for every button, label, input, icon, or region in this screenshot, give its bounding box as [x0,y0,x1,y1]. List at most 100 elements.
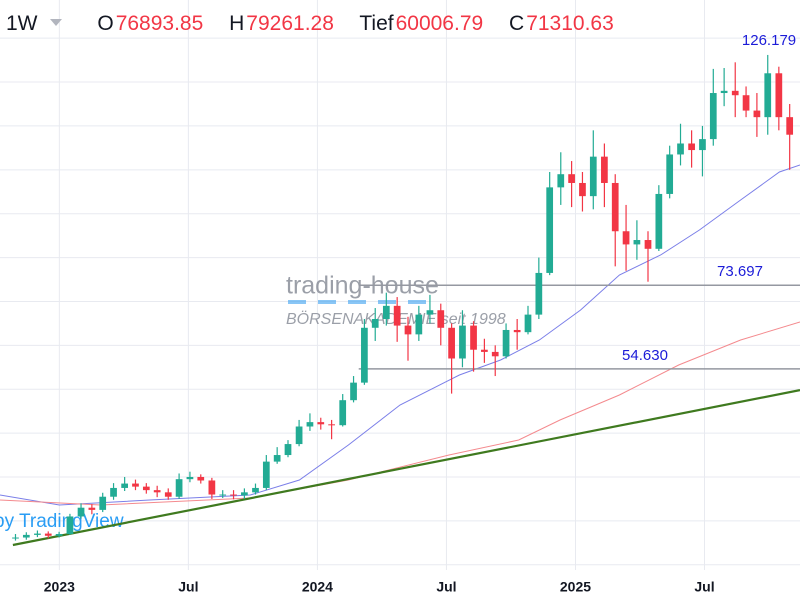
ohlc-header: 1W O76893.85 H79261.28 Tief60006.79 C713… [6,12,634,36]
x-tick-label: 2023 [44,579,75,595]
high-label: H [229,12,245,35]
candle-body [306,422,314,427]
candle-body [775,73,783,118]
close-value: 71310.63 [526,12,614,35]
candle-body [688,143,695,151]
candle-body [633,240,641,245]
candle-body [241,492,248,496]
candle-body [753,110,761,118]
candle-body [557,174,565,188]
candle-body [12,537,19,539]
peak-label: 126.179 [742,32,796,49]
candle-body [339,400,347,426]
candle-body [186,476,194,480]
candle-body [568,174,575,183]
attribution: by TradingView [0,511,124,532]
candle-body [470,325,477,350]
overlay-line [0,164,800,506]
candle-body [208,480,216,495]
candle-body [34,533,41,535]
candle-body [295,426,303,445]
candle-body [382,305,390,320]
candle-body [415,314,423,335]
candle-body [742,95,750,111]
watermark-dash [408,300,426,304]
candle-body [720,90,728,94]
candle-body [55,534,63,536]
candle-body [142,486,150,491]
candle-body [175,479,183,497]
candle-body [481,349,488,352]
candle-body [273,455,281,462]
watermark-dashes [288,300,426,304]
candle-body [622,231,630,245]
level-label: 54.630 [622,347,668,364]
x-tick-label: 2025 [560,579,591,595]
candle-body [121,483,129,488]
candle-body [513,329,521,333]
candle-body [655,193,663,249]
candle-body [22,534,30,538]
candle-body [66,516,74,535]
candle-body [262,461,270,488]
candle-body [699,139,706,151]
interval-caret[interactable] [49,19,62,27]
watermark-dash [318,300,336,304]
candle-body [437,310,445,328]
candle-body [404,325,412,335]
x-tick-label: Jul [436,579,456,595]
open-value: 76893.85 [115,12,204,35]
candle-body [44,533,52,536]
overlay-line [0,321,800,506]
x-tick-label: Jul [694,579,714,595]
candle-body [589,156,597,197]
candle-body [219,494,227,496]
candle-body [731,90,739,96]
candle-body [524,314,532,333]
candle-body [601,156,608,183]
candle-body [371,319,379,328]
x-tick-label: Jul [178,579,198,595]
candle-body [764,73,772,118]
candle-body [230,494,237,496]
overlay-line [12,389,800,547]
candle-body [426,310,434,315]
low-value: 60006.79 [395,12,484,35]
candle-body [110,487,117,497]
candle-body [546,187,554,273]
candle-body [502,329,510,357]
candle-body [579,182,586,197]
candle-body [328,424,335,426]
candle-body [393,305,401,326]
candle-body [164,492,172,497]
watermark-dash [288,300,306,304]
open-label: O [97,12,114,35]
candle-body [350,382,357,401]
candle-body [99,496,107,510]
high-value: 79261.28 [246,12,334,35]
candle-body [284,444,292,456]
low-label: Tief [359,12,394,35]
interval[interactable]: 1W [6,12,38,35]
candle-body [132,483,139,487]
candle-body [88,507,96,510]
close-label: C [509,12,525,35]
candle-body [448,327,455,359]
candle-body [709,93,717,140]
candle-body [197,476,205,481]
watermark-dash [348,300,366,304]
candle-body [644,240,652,249]
watermark-dash [378,300,396,304]
candle-body [459,325,466,359]
candle-body [153,490,161,493]
candle-body [491,351,499,357]
candle-body [317,422,325,425]
candle-body [252,487,259,493]
candle-body [361,327,368,383]
candle-body [535,272,543,315]
level-label: 73.697 [717,263,763,280]
candle-body [666,154,674,194]
candle-body [77,507,85,517]
